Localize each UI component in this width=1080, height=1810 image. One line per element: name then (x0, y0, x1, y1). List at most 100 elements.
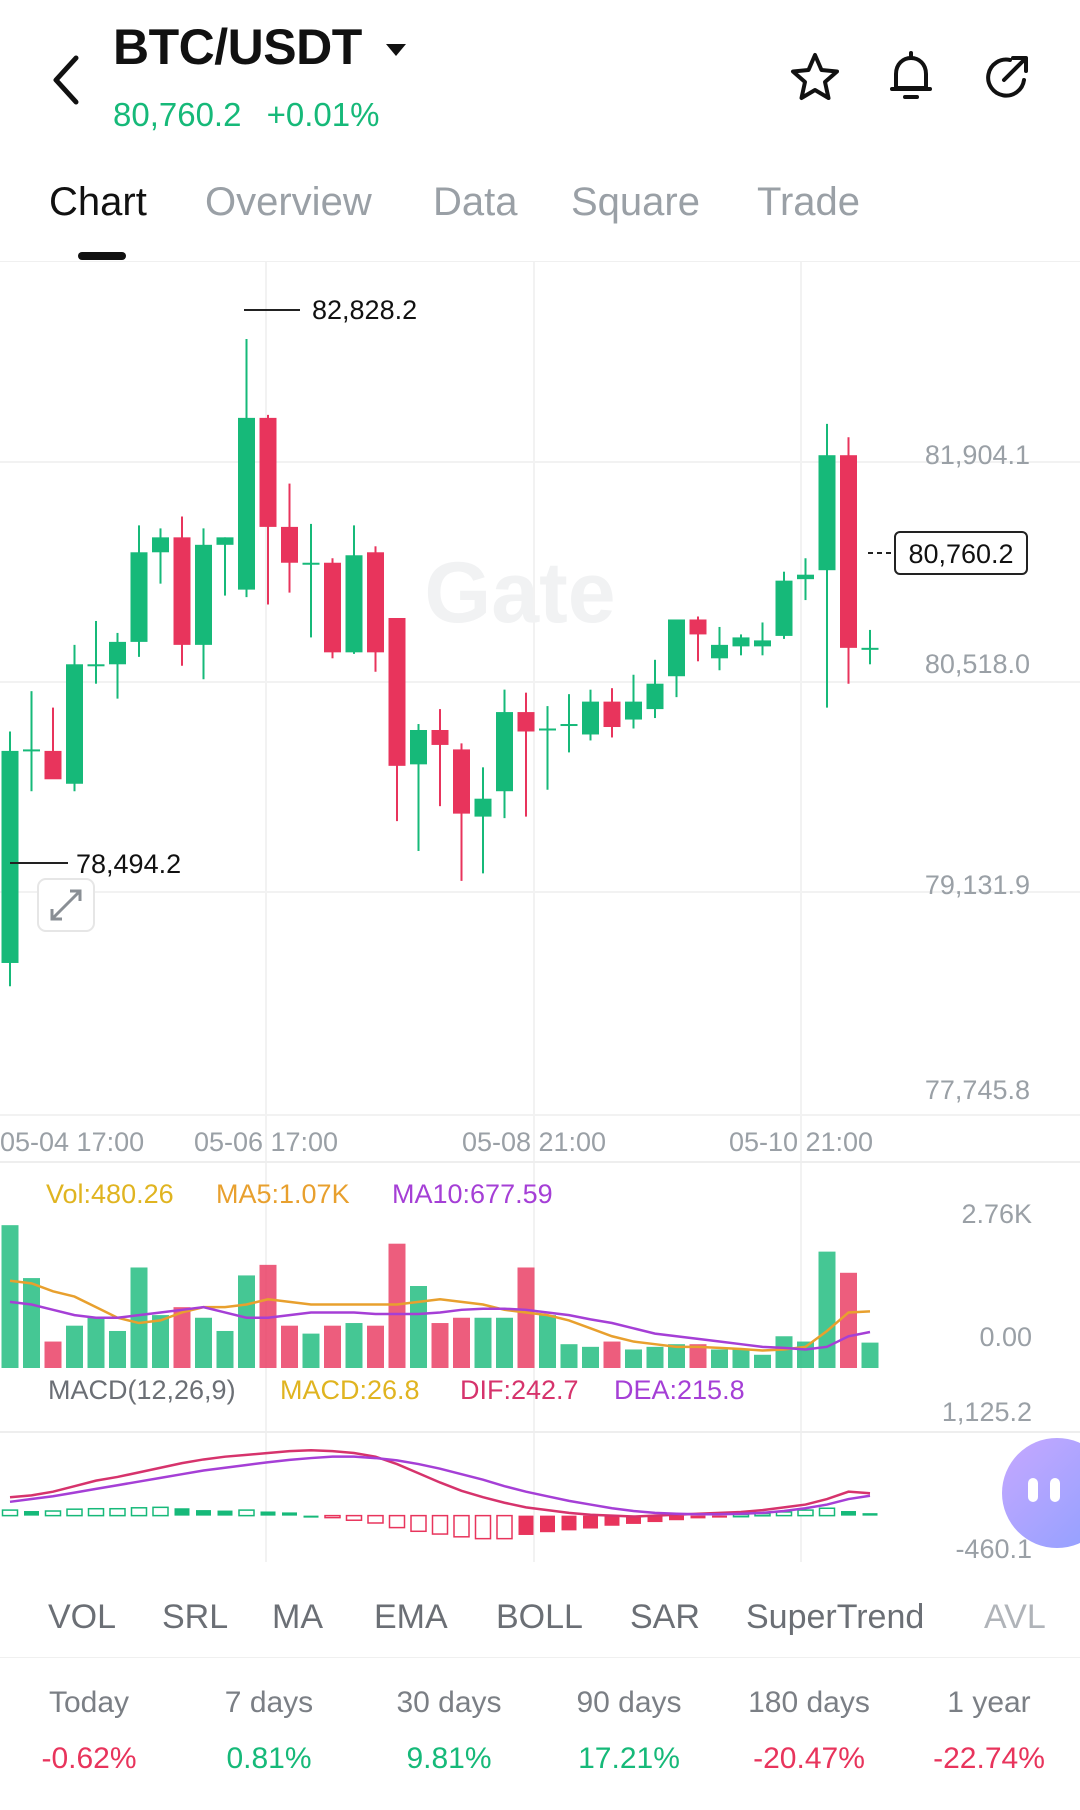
share-icon[interactable] (980, 50, 1034, 104)
period-value: 9.81% (406, 1742, 492, 1775)
high-label: 82,828.2 (312, 295, 417, 325)
price-change: +0.01% (266, 96, 380, 133)
candle (44, 707, 62, 780)
macd-bar (797, 1509, 814, 1517)
candle (367, 546, 384, 672)
candle (625, 674, 642, 729)
bell-icon[interactable] (884, 50, 938, 104)
candle (539, 706, 556, 790)
candle-body (539, 728, 556, 731)
chart-area[interactable]: Gate 81,904.1 80,518.0 79,131.9 77,745.8… (0, 262, 1080, 1572)
indicator-ma[interactable]: MA (272, 1598, 323, 1636)
volume-bar (496, 1317, 513, 1368)
macd-layer (1, 1448, 878, 1540)
candle-body (216, 537, 234, 545)
x-tick: 05-08 21:00 (462, 1127, 606, 1157)
x-tick: 05-04 17:00 (0, 1127, 144, 1157)
expand-icon (50, 889, 82, 921)
macd-bar (345, 1514, 363, 1521)
back-arrow-icon[interactable] (46, 50, 86, 110)
candle (453, 743, 470, 881)
volume-bar (517, 1267, 535, 1368)
dif-label: DIF:242.7 (460, 1375, 579, 1405)
candles-layer (1, 338, 879, 987)
tab-overview[interactable]: Overview (205, 180, 372, 224)
candle (668, 619, 685, 698)
period-30d: 30 days 9.81% (364, 1686, 534, 1776)
tab-data[interactable]: Data (433, 180, 518, 224)
period-label: 90 days (576, 1686, 682, 1719)
indicator-sar[interactable]: SAR (630, 1598, 700, 1636)
x-tick: 05-10 21:00 (729, 1127, 873, 1157)
candle-body (388, 617, 406, 766)
period-today: Today -0.62% (4, 1686, 174, 1776)
star-icon[interactable] (788, 50, 842, 104)
volume-bar (238, 1275, 255, 1368)
tab-trade[interactable]: Trade (757, 180, 861, 224)
candle-body (130, 552, 148, 642)
period-label: 7 days (224, 1686, 314, 1719)
candle-body (431, 729, 449, 745)
assistant-fab[interactable] (1002, 1438, 1080, 1548)
macd-bar (496, 1514, 513, 1540)
macd-bar (647, 1515, 663, 1523)
x-tick: 05-06 17:00 (194, 1127, 338, 1157)
dropdown-caret-icon[interactable] (384, 40, 408, 60)
volume-bar (109, 1330, 126, 1368)
volume-bar (453, 1317, 470, 1368)
period-performance: Today -0.62% 7 days 0.81% 30 days 9.81% … (0, 1660, 1080, 1800)
macd-bar (109, 1507, 126, 1517)
volume-bar (173, 1307, 191, 1368)
ma10-label: MA10:677.59 (392, 1179, 553, 1209)
macd-bar (238, 1509, 255, 1517)
macd-bar (669, 1515, 684, 1521)
chart-svg[interactable]: Gate 81,904.1 80,518.0 79,131.9 77,745.8… (0, 262, 1080, 1572)
candle (388, 617, 406, 822)
candle (238, 338, 255, 598)
indicator-avl[interactable]: AVL (984, 1598, 1046, 1636)
expand-button[interactable] (37, 878, 95, 932)
indicator-srl[interactable]: SRL (162, 1598, 229, 1636)
candle (431, 709, 449, 807)
volume-bar (1, 1225, 19, 1368)
volume-bar (324, 1325, 341, 1368)
pair-title[interactable]: BTC/USDT (113, 19, 362, 75)
indicator-supertrend[interactable]: SuperTrend (746, 1598, 925, 1636)
indicator-boll[interactable]: BOLL (496, 1598, 583, 1636)
candle-body (625, 701, 642, 720)
candle-body (367, 552, 384, 653)
candle-body (281, 526, 298, 563)
macd-bar (217, 1510, 233, 1516)
dea-label: DEA:215.8 (614, 1375, 745, 1405)
candle (87, 620, 105, 684)
volume-bar (87, 1317, 105, 1368)
y-tick: 81,904.1 (925, 440, 1030, 470)
candle-body (840, 455, 857, 648)
macd-bar (410, 1514, 427, 1533)
volume-bar (345, 1323, 363, 1368)
volume-bar (818, 1251, 836, 1368)
y-tick: 79,131.9 (925, 870, 1030, 900)
candle-body (1, 750, 19, 963)
candle-body (732, 637, 750, 647)
volume-bar (66, 1325, 83, 1368)
candle (689, 616, 707, 662)
period-value: -0.62% (41, 1742, 137, 1775)
indicator-vol[interactable]: VOL (48, 1598, 117, 1636)
indicator-bar: VOL SRL MA EMA BOLL SAR SuperTrend AVL (0, 1578, 1080, 1658)
candle-body (603, 701, 621, 728)
volume-bar (539, 1315, 556, 1368)
low-label: 78,494.2 (76, 849, 181, 879)
macd-bar (196, 1510, 211, 1516)
candle (711, 626, 728, 671)
indicator-ema[interactable]: EMA (374, 1598, 448, 1636)
candle-body (259, 417, 277, 527)
candle (732, 634, 750, 656)
tab-chart[interactable]: Chart (49, 180, 147, 224)
dif-line (9, 1448, 871, 1518)
candle (496, 689, 513, 819)
volume-bar (732, 1349, 750, 1368)
candle-body (646, 683, 664, 710)
volume-bar (388, 1243, 406, 1368)
tab-square[interactable]: Square (571, 180, 700, 224)
